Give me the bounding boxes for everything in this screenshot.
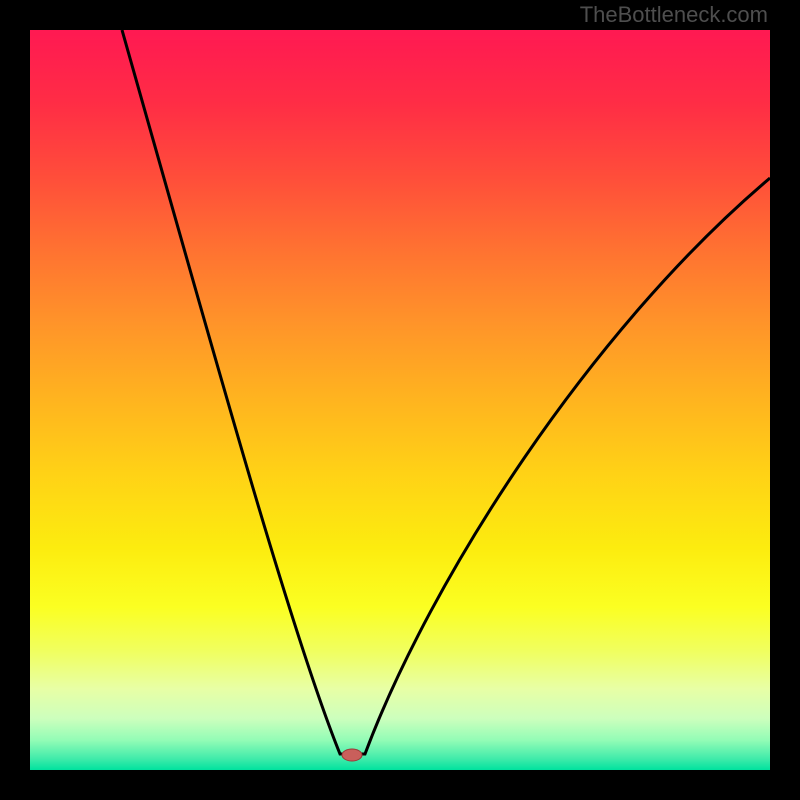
gradient-background bbox=[30, 30, 770, 770]
watermark-text: TheBottleneck.com bbox=[580, 2, 768, 28]
chart-svg bbox=[30, 30, 770, 770]
chart-container: TheBottleneck.com bbox=[0, 0, 800, 800]
chart-area bbox=[30, 30, 770, 770]
optimal-marker bbox=[342, 749, 362, 761]
